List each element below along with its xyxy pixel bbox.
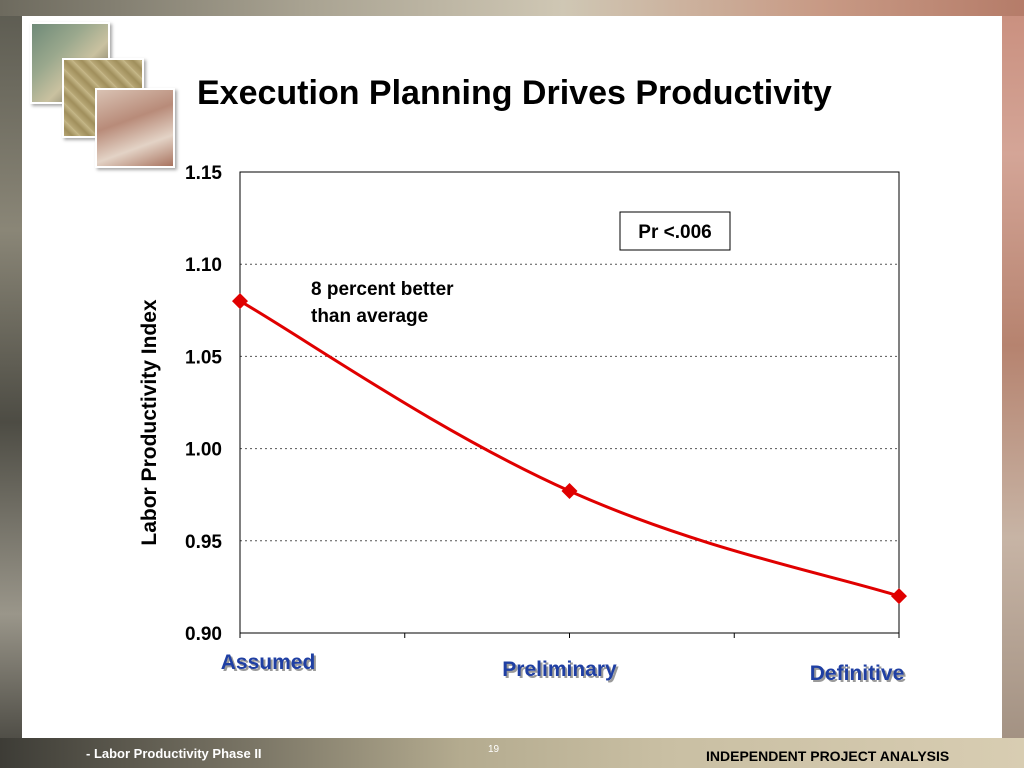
background-right bbox=[1002, 0, 1024, 768]
slide-canvas bbox=[22, 16, 1002, 738]
slide-title: Execution Planning Drives Productivity bbox=[197, 74, 832, 112]
data-point-marker bbox=[891, 588, 907, 605]
category-label-shadow: Assumed bbox=[223, 653, 318, 676]
data-point-marker bbox=[232, 293, 248, 310]
background-top bbox=[0, 0, 1024, 16]
y-tick-label: 0.95 bbox=[185, 532, 222, 553]
category-label: Preliminary bbox=[502, 658, 617, 681]
series-markers bbox=[232, 293, 907, 605]
p-value-label: Pr <.006 bbox=[638, 222, 711, 243]
category-label-shadow: Preliminary bbox=[504, 660, 619, 683]
category-label: Assumed bbox=[221, 651, 316, 674]
background-bottom-bar bbox=[0, 738, 1024, 768]
footer-presentation-name: - Labor Productivity Phase II bbox=[86, 746, 262, 761]
y-tick-label: 1.15 bbox=[185, 163, 222, 184]
plot-frame bbox=[239, 171, 900, 634]
footer-company-name: INDEPENDENT PROJECT ANALYSIS bbox=[706, 748, 950, 764]
annotation-line-2: than average bbox=[311, 306, 428, 327]
annotation-better-than-average: 8 percent better than average bbox=[311, 279, 459, 327]
y-tick-label: 0.90 bbox=[185, 624, 222, 645]
y-tick-label: 1.05 bbox=[185, 347, 222, 368]
y-tick-label: 1.10 bbox=[185, 255, 222, 276]
p-value-box bbox=[619, 211, 731, 251]
annotation-line-1: 8 percent better bbox=[311, 279, 454, 300]
y-tick-labels: 0.90 0.95 1.00 1.05 1.10 1.15 bbox=[185, 163, 222, 645]
category-label: Definitive bbox=[810, 662, 905, 685]
y-axis-label: Labor Productivity Index bbox=[138, 299, 161, 546]
annotations: 8 percent better than average Pr <.006 bbox=[311, 211, 731, 327]
category-label-shadow: Definitive bbox=[812, 664, 907, 687]
background-left bbox=[0, 0, 22, 768]
footer-page-number: 19 bbox=[488, 744, 500, 755]
construction-photo-image bbox=[95, 88, 175, 168]
y-tick-label: 1.00 bbox=[185, 440, 222, 461]
x-tick-marks bbox=[239, 633, 900, 638]
data-point-marker bbox=[561, 483, 578, 500]
